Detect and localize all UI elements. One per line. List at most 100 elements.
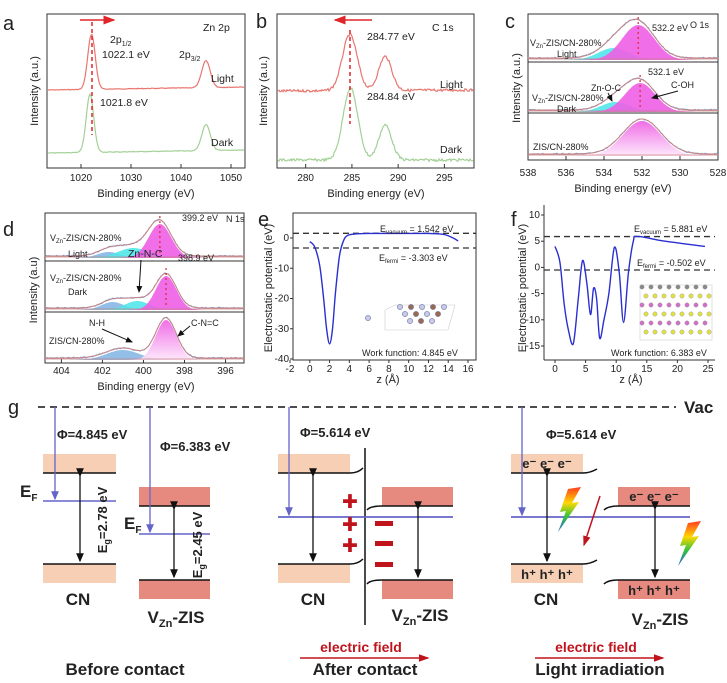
zn-n-c-label: Zn-N-C bbox=[128, 248, 163, 260]
panel-label-d: d bbox=[3, 219, 14, 241]
atom bbox=[702, 284, 708, 290]
atom bbox=[402, 311, 408, 317]
panel-f-ytick-label: 10 bbox=[529, 210, 541, 221]
electric-field-label-light: electric field bbox=[555, 639, 637, 655]
panel-d-xtick-label: 404 bbox=[53, 366, 70, 377]
atom bbox=[679, 329, 685, 335]
ylabel-e: Electrostatic potential (eV) bbox=[263, 224, 275, 352]
panel-b-xtick-label: 285 bbox=[344, 173, 361, 184]
atom bbox=[693, 302, 699, 308]
panel-f-xtick-label: 5 bbox=[583, 364, 589, 375]
xlabel-a: Binding energy (eV) bbox=[97, 188, 194, 200]
zis-cb-edge-after bbox=[366, 505, 453, 511]
panel-e-ytick-label: 0 bbox=[283, 233, 289, 244]
atom bbox=[639, 284, 645, 290]
atom bbox=[657, 302, 663, 308]
e-vacuum-label: Evacuum = 1.542 eV bbox=[380, 224, 453, 236]
atom bbox=[643, 293, 649, 299]
ylabel-d: Intensity (a.u) bbox=[28, 257, 40, 324]
cn-cb-edge-after bbox=[278, 467, 364, 474]
atom bbox=[424, 311, 430, 317]
f-vacuum-label: Evacuum = 5.881 eV bbox=[634, 224, 707, 236]
cn-label-before: CN bbox=[66, 590, 91, 609]
cn-holes: h⁺ h⁺ h⁺ bbox=[521, 567, 573, 582]
negative-charge-icon bbox=[375, 562, 393, 567]
work-function-f: Work function: 6.383 eV bbox=[611, 348, 707, 358]
cn-valence-band-after bbox=[278, 564, 350, 583]
panel-c-xtick-label: 534 bbox=[596, 168, 613, 179]
panel-c: c O 1s 532.2 eV VZn-ZIS/CN-280% Light 53… bbox=[505, 11, 710, 195]
atom bbox=[666, 284, 672, 290]
phi-cn: Φ=4.845 eV bbox=[57, 427, 128, 442]
panel-c-xtick-label: 528 bbox=[710, 168, 727, 179]
panel-a-xtick-label: 1040 bbox=[170, 173, 193, 184]
before-contact-caption: Before contact bbox=[65, 660, 184, 679]
panel-a-xtick-label: 1020 bbox=[70, 173, 93, 184]
phi-zis: Φ=6.383 eV bbox=[160, 439, 231, 454]
fit-component-nh bbox=[45, 252, 244, 258]
light-label-c: Light bbox=[557, 49, 577, 59]
atom bbox=[697, 311, 703, 317]
potential-curve bbox=[554, 235, 706, 346]
panel-e-xtick-label: 10 bbox=[403, 364, 415, 375]
zis-conduction-band bbox=[139, 487, 210, 506]
zn-o-c-pointer bbox=[606, 92, 613, 102]
dark-label-b: Dark bbox=[440, 144, 463, 156]
spectrum-dark bbox=[277, 85, 474, 163]
atom bbox=[706, 293, 712, 299]
atom bbox=[684, 284, 690, 290]
atom bbox=[666, 320, 672, 326]
fit-envelope bbox=[528, 77, 718, 111]
unit-cell bbox=[639, 284, 713, 341]
panel-d-xtick-label: 400 bbox=[135, 366, 152, 377]
panel-a: a Zn 2p 2p1/2 1022.1 eV 2p3/2 Light 1021… bbox=[3, 13, 234, 200]
cn-vb-edge-after bbox=[278, 558, 364, 565]
panel-e-frame bbox=[292, 212, 477, 361]
lightning-icon bbox=[558, 487, 581, 532]
zis-valence-band-light bbox=[618, 580, 690, 599]
lightning-icon bbox=[678, 521, 701, 566]
atom bbox=[697, 293, 703, 299]
cn-label-light: CN bbox=[534, 590, 559, 609]
ylabel-b: Intensity (a.u.) bbox=[258, 56, 270, 126]
panel-e-ytick-label: -30 bbox=[275, 324, 290, 335]
panel-label-g: g bbox=[8, 397, 19, 419]
negative-charge-icon bbox=[375, 521, 393, 526]
vac-label: Vac bbox=[684, 398, 713, 417]
negative-charge-icon bbox=[375, 541, 393, 546]
zn-n-c-pointer bbox=[136, 259, 143, 293]
panel-e-xtick-label: 12 bbox=[423, 364, 435, 375]
peak1-value: 1022.1 eV bbox=[102, 49, 150, 61]
atom bbox=[688, 293, 694, 299]
xlabel-f: z (Å) bbox=[619, 373, 642, 386]
sample-label-c1: VZn-ZIS/CN-280% bbox=[530, 38, 602, 50]
atom bbox=[652, 311, 658, 317]
panel-g-band-diagram: g Vac Φ=4.845 eV Eg=2.78 eV EF CN Φ=6.38… bbox=[8, 397, 713, 679]
panel-e-xtick-label: 2 bbox=[327, 364, 333, 375]
cn-conduction-band bbox=[43, 454, 116, 473]
panel-f-xtick-label: 25 bbox=[702, 364, 714, 375]
atom bbox=[697, 329, 703, 335]
panel-label-e: e bbox=[258, 209, 269, 231]
e-fermi-label: Efermi = -3.303 eV bbox=[379, 253, 448, 265]
panel-f-xtick-label: 15 bbox=[641, 364, 653, 375]
cn-electrons: e⁻ e⁻ e⁻ bbox=[522, 456, 572, 471]
sample-label-d3: ZIS/CN-280% bbox=[49, 336, 105, 346]
atom bbox=[397, 304, 403, 310]
cn-vb-edge-light bbox=[511, 559, 598, 565]
panel-e-xtick-label: 16 bbox=[462, 364, 474, 375]
panel-a-frame bbox=[46, 13, 246, 169]
panel-f-ytick-label: -10 bbox=[526, 315, 541, 326]
zis-vb-edge-after bbox=[366, 579, 453, 585]
zis-label-before: VZn-ZIS bbox=[148, 608, 205, 630]
atom bbox=[675, 284, 681, 290]
atom bbox=[688, 311, 694, 317]
fit-envelope bbox=[45, 219, 244, 257]
ylabel-a: Intensity (a.u.) bbox=[29, 56, 41, 126]
electric-field-label-after: electric field bbox=[320, 639, 402, 655]
panel-d: d N 1s 399.2 eV VZn-ZIS/CN-280% Light Zn… bbox=[3, 213, 245, 393]
panel-c-xtick-label: 532 bbox=[634, 168, 651, 179]
atom bbox=[675, 302, 681, 308]
atom bbox=[702, 320, 708, 326]
atom bbox=[670, 311, 676, 317]
